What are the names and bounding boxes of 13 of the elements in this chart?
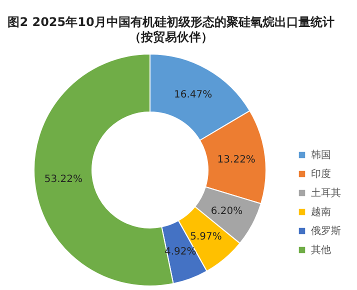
legend-label: 越南 (311, 206, 331, 218)
data-label: 5.97% (190, 232, 222, 243)
legend-label: 俄罗斯 (311, 225, 341, 237)
legend-label: 韩国 (311, 149, 331, 161)
legend-label: 印度 (311, 168, 331, 180)
data-label: 13.22% (217, 154, 256, 166)
data-label: 16.47% (174, 89, 212, 100)
data-label: 6.20% (210, 206, 243, 217)
legend-label: 土耳其 (311, 187, 341, 199)
legend-label: 其他 (311, 244, 331, 256)
chart-title: 图2 2025年10月中国有机硅初级形态的聚硅氧烷出口量统计 (8, 15, 334, 29)
chart-subtitle: （按贸易伙伴） (129, 30, 213, 44)
data-label: 53.22% (44, 174, 83, 185)
